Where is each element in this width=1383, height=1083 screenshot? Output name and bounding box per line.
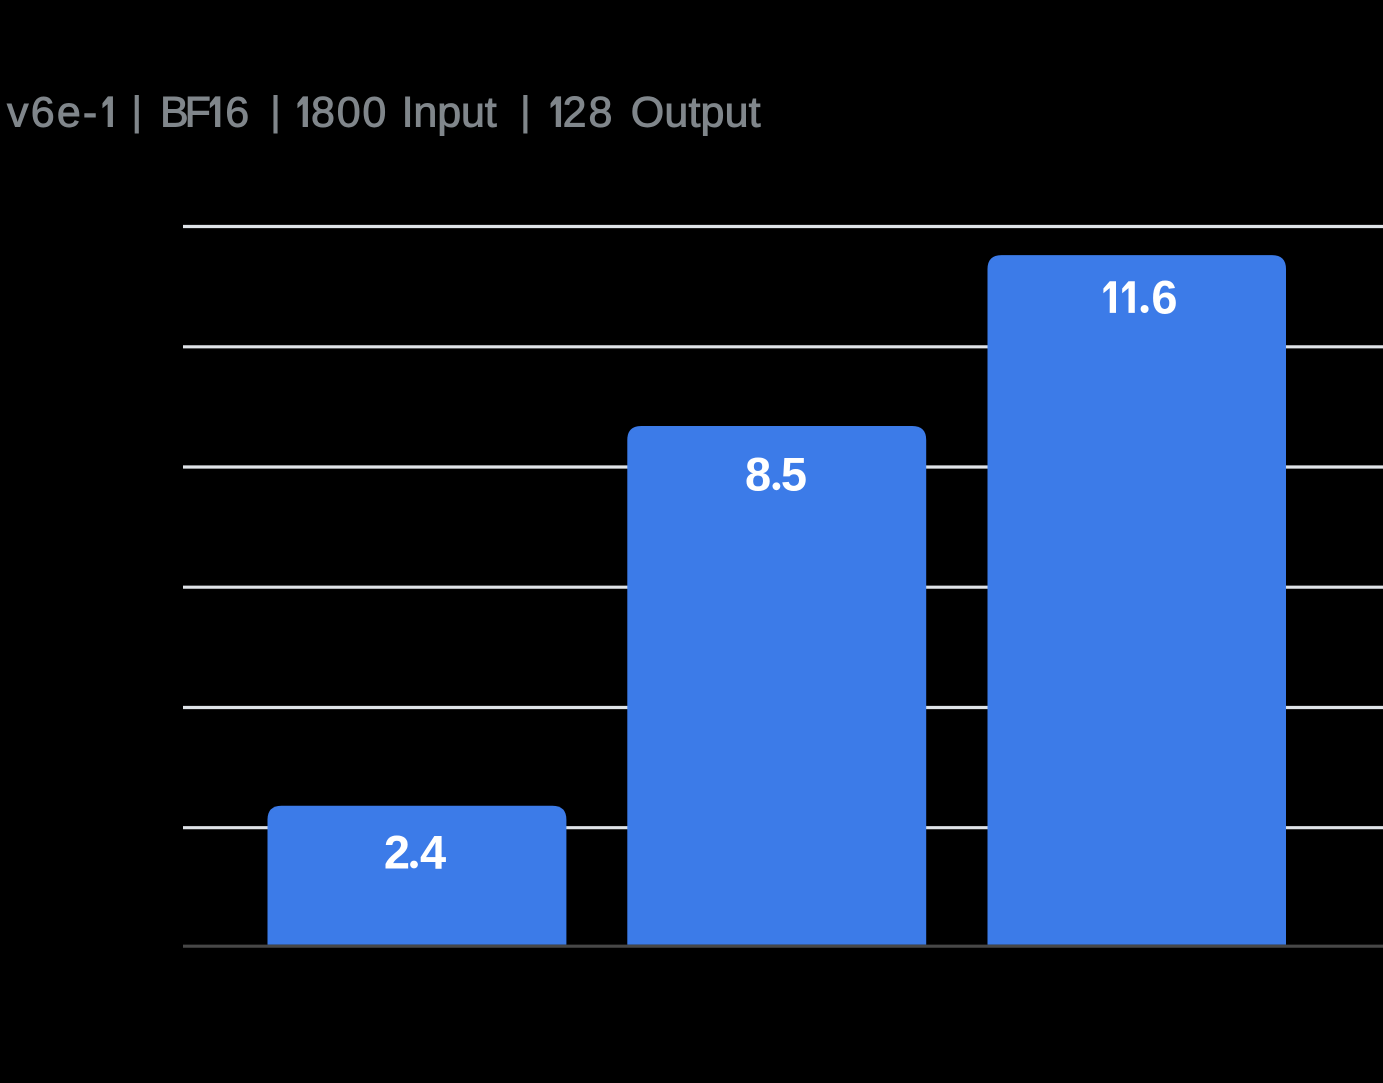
svg-text:|: |	[520, 90, 530, 134]
svg-text:5: 5	[781, 448, 807, 501]
svg-text:6: 6	[225, 89, 249, 137]
svg-text:6: 6	[1151, 270, 1177, 323]
svg-text:28: 28	[563, 89, 615, 137]
svg-text:v6e-: v6e-	[7, 89, 99, 137]
svg-text:4: 4	[420, 825, 446, 878]
svg-text:800: 800	[311, 89, 388, 137]
svg-text:Input: Input	[402, 89, 497, 137]
svg-text:2: 2	[384, 825, 410, 878]
svg-text:8: 8	[745, 448, 771, 501]
svg-text:BF: BF	[160, 89, 210, 137]
svg-text:|: |	[132, 90, 142, 134]
svg-text:Output: Output	[631, 89, 761, 137]
svg-text:|: |	[270, 90, 280, 134]
